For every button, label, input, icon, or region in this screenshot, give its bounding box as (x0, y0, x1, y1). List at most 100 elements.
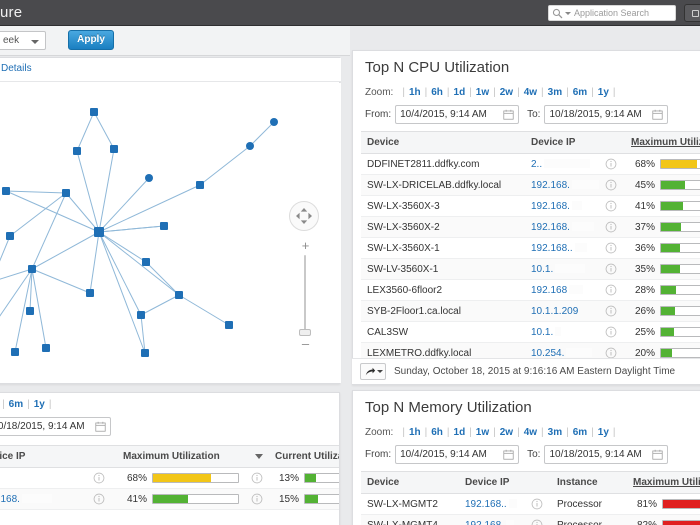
table-row[interactable]: DDFINET2811.ddfky.com 2.. 68% (361, 153, 700, 175)
device-info-cell[interactable] (599, 279, 625, 301)
topology-node[interactable] (225, 321, 233, 329)
info-icon[interactable] (605, 179, 617, 191)
left-zoom-1y[interactable]: 1y (33, 399, 45, 410)
device-ip-value[interactable]: 192.168.. (465, 498, 507, 510)
table-row[interactable]: LEX3560-6floor2 192.168 28% (361, 279, 700, 301)
info-icon[interactable] (531, 498, 543, 510)
info-icon[interactable] (93, 472, 105, 484)
memory-zoom-6h[interactable]: 6h (431, 427, 443, 438)
memory-col-device-ip[interactable]: Device IP (459, 471, 525, 494)
calendar-icon[interactable] (652, 109, 664, 120)
device-ip-value[interactable]: 192.168. (531, 221, 570, 233)
info-icon[interactable] (605, 263, 617, 275)
topology-node[interactable] (90, 108, 98, 116)
table-row[interactable]: CAL3SW 10.1. 25% (361, 321, 700, 343)
left-to-date-input[interactable]: 10/18/2015, 9:14 AM (0, 417, 112, 436)
device-info-cell[interactable] (87, 488, 117, 510)
zoom-out-icon[interactable]: – (301, 336, 310, 351)
memory-zoom-1h[interactable]: 1h (408, 427, 421, 438)
device-info-cell[interactable] (599, 258, 625, 280)
zoom-slider-thumb[interactable] (299, 329, 311, 336)
device-ip-value[interactable]: 192.168. (465, 519, 504, 525)
zoom-slider[interactable]: + – (298, 239, 312, 351)
memory-zoom-1d[interactable]: 1d (453, 427, 466, 438)
titlebar-overflow-button[interactable] (684, 4, 700, 22)
cpu-col-device-ip[interactable]: Device IP (525, 131, 599, 154)
info-icon[interactable] (605, 347, 617, 359)
info-icon[interactable] (251, 472, 263, 484)
memory-to-date-input[interactable]: 10/18/2015, 9:14 AM (544, 445, 669, 464)
calendar-icon[interactable] (503, 109, 514, 120)
device-ip-value[interactable]: 10.254. (531, 347, 565, 359)
device-ip-value[interactable]: 192.168 (531, 284, 568, 296)
apply-button[interactable]: Apply (68, 30, 114, 50)
info-icon[interactable] (605, 284, 617, 296)
cpu-zoom-6m[interactable]: 6m (572, 87, 588, 98)
table-row[interactable]: SW-LX-MGMT2 192.168.. Processor 81% (361, 493, 700, 515)
device-ip-value[interactable]: 10.1.1.209 (531, 305, 579, 317)
cpu-zoom-1h[interactable]: 1h (408, 87, 421, 98)
info-icon[interactable] (531, 519, 543, 525)
info-icon[interactable] (93, 493, 105, 505)
memory-col-device[interactable]: Device (361, 471, 459, 494)
max-info-cell[interactable] (245, 488, 269, 510)
info-icon[interactable] (605, 326, 617, 338)
memory-zoom-1w[interactable]: 1w (475, 427, 490, 438)
topology-node[interactable] (110, 145, 118, 153)
topology-node[interactable] (196, 181, 204, 189)
left-col-max[interactable]: Maximum Utilization (117, 445, 245, 468)
info-icon[interactable] (605, 200, 617, 212)
topology-node[interactable] (42, 344, 50, 352)
table-row[interactable]: SW-LX-DRICELAB.ddfky.local 192.168. 45% (361, 174, 700, 196)
memory-zoom-4w[interactable]: 4w (523, 427, 538, 438)
device-info-cell[interactable] (599, 300, 625, 322)
memory-zoom-6m[interactable]: 6m (572, 427, 588, 438)
zoom-slider-track[interactable] (304, 255, 306, 335)
device-info-cell[interactable] (525, 514, 551, 525)
device-ip-cell[interactable]: 192.168.. (459, 493, 525, 515)
cpu-from-date-input[interactable]: 10/4/2015, 9:14 AM (395, 105, 520, 124)
memory-from-date-input[interactable]: 10/4/2015, 9:14 AM (395, 445, 520, 464)
cpu-zoom-1d[interactable]: 1d (453, 87, 466, 98)
info-icon[interactable] (605, 242, 617, 254)
topology-node[interactable] (28, 265, 36, 273)
table-row[interactable]: SW-LX-3560X-1 192.168.. 36% (361, 237, 700, 259)
table-row[interactable]: SW-LX-MGMT4 192.168. Processor 82% (361, 514, 700, 525)
device-ip-cell[interactable]: 192.168. (459, 514, 525, 525)
topology-node[interactable] (2, 187, 10, 195)
topology-node[interactable] (137, 311, 145, 319)
device-info-cell[interactable] (525, 493, 551, 515)
topology-node[interactable] (270, 118, 278, 126)
device-ip-value[interactable]: 192.168. (531, 179, 570, 191)
device-ip-cell[interactable]: 192.168 (525, 279, 599, 301)
table-row[interactable]: SW-LX-3560X-3 192.168. 41% (361, 195, 700, 217)
topology-node[interactable] (160, 222, 168, 230)
memory-zoom-1y[interactable]: 1y (597, 427, 609, 438)
device-ip-value[interactable]: 192.168. (531, 200, 570, 212)
device-ip-cell[interactable]: 2.. (525, 153, 599, 175)
topology-node[interactable] (62, 189, 70, 197)
topology-node[interactable] (141, 349, 149, 357)
device-ip-cell[interactable]: 10.1. (525, 258, 599, 280)
details-link[interactable]: Details (1, 63, 32, 74)
table-row[interactable]: SYB-2Floor1.ca.local 10.1.1.209 26% (361, 300, 700, 322)
cpu-col-device[interactable]: Device (361, 131, 525, 154)
cpu-zoom-1w[interactable]: 1w (475, 87, 490, 98)
device-ip-cell[interactable]: 2 (0, 467, 87, 489)
topology-node[interactable] (86, 289, 94, 297)
device-ip-value[interactable]: 10.1. (531, 326, 554, 338)
device-ip-value[interactable]: 192.168. (0, 493, 20, 505)
cpu-zoom-4w[interactable]: 4w (523, 87, 538, 98)
share-dropdown-caret-icon[interactable] (376, 370, 383, 373)
table-row[interactable]: SW-LV-3560X-1 10.1. 35% (361, 258, 700, 280)
memory-zoom-2w[interactable]: 2w (499, 427, 514, 438)
topology-node[interactable] (73, 147, 81, 155)
left-col-sort[interactable] (245, 445, 269, 468)
table-row[interactable]: SW-LX-3560X-2 192.168. 37% (361, 216, 700, 238)
calendar-icon[interactable] (95, 421, 106, 432)
device-info-cell[interactable] (599, 195, 625, 217)
cpu-col-max[interactable]: Maximum Utilizati (625, 131, 700, 154)
info-icon[interactable] (605, 305, 617, 317)
table-row[interactable]: 192.168. 41% 15% (0, 488, 339, 510)
topology-node[interactable] (6, 232, 14, 240)
